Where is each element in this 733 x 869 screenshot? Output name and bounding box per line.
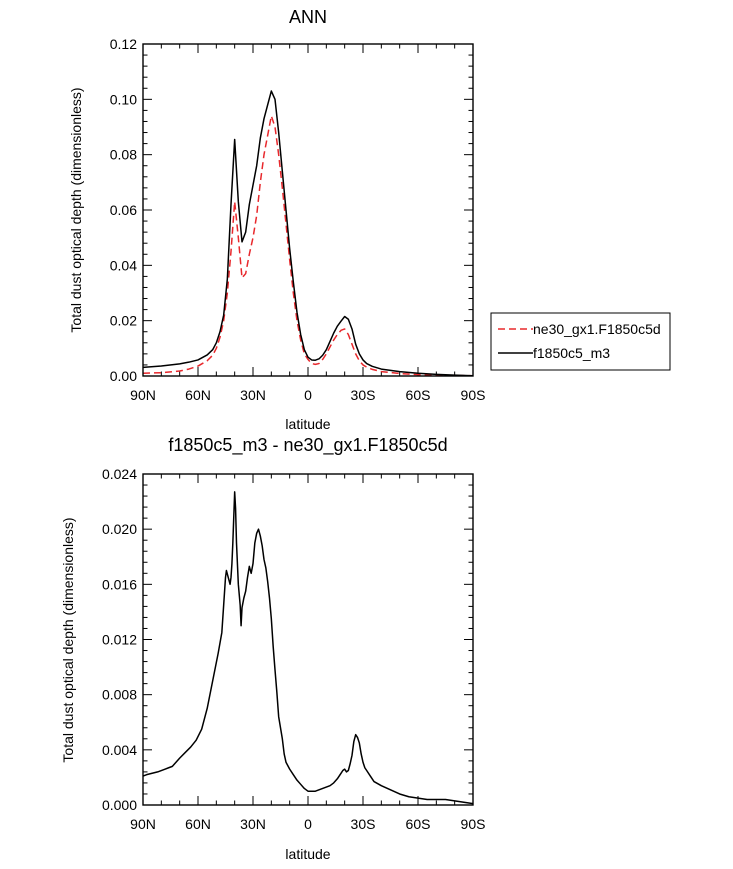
top-y-tick-label: 0.00 bbox=[110, 368, 137, 384]
bottom-x-tick-label: 90N bbox=[130, 816, 156, 832]
bottom-y-tick-label: 0.016 bbox=[102, 576, 137, 592]
bottom-x-tick-label: 30N bbox=[240, 816, 266, 832]
top-y-tick-label: 0.12 bbox=[110, 36, 137, 52]
bottom-x-tick-label: 60N bbox=[185, 816, 211, 832]
top-y-tick-label: 0.10 bbox=[110, 91, 137, 107]
bottom-panel-x-axis-label: latitude bbox=[285, 846, 330, 862]
top-x-tick-label: 30S bbox=[351, 387, 376, 403]
bottom-y-tick-label: 0.004 bbox=[102, 742, 137, 758]
bottom-panel-frame bbox=[142, 473, 474, 806]
top-y-tick-label: 0.06 bbox=[110, 202, 137, 218]
top-y-tick-label: 0.04 bbox=[110, 257, 137, 273]
bottom-y-tick-label: 0.012 bbox=[102, 632, 137, 648]
top-panel-x-axis-label: latitude bbox=[285, 416, 330, 432]
bottom-panel-series bbox=[142, 491, 474, 805]
top-x-tick-label: 0 bbox=[304, 387, 312, 403]
bottom-x-tick-label: 0 bbox=[304, 816, 312, 832]
top-x-tick-label: 60S bbox=[406, 387, 431, 403]
legend-box bbox=[490, 312, 671, 371]
top-x-tick-label: 60N bbox=[185, 387, 211, 403]
bottom-panel-y-axis-label: Total dust optical depth (dimensionless) bbox=[60, 517, 76, 762]
bottom-y-tick-label: 0.008 bbox=[102, 687, 137, 703]
top-y-tick-label: 0.02 bbox=[110, 313, 137, 329]
top-panel: ANN 90N 60N 30N 0 30S 60S 90S 0.00 0.02 0.04 0.06 0… bbox=[68, 7, 485, 432]
bottom-x-tick-label: 90S bbox=[461, 816, 486, 832]
top-panel-tick-labels: 90N 60N 30N 0 30S 60S 90S 0.00 0.02 0.04 0.06 0.08 0… bbox=[110, 36, 486, 403]
bottom-panel: f1850c5_m3 - ne30_gx1.F1850c5d 90N 60N 30N… bbox=[60, 435, 485, 862]
bottom-series-line-f1850c5-m3-ne30-gx1-f1850c5d bbox=[142, 491, 474, 805]
top-y-tick-label: 0.08 bbox=[110, 147, 137, 163]
bottom-y-tick-label: 0.020 bbox=[102, 521, 137, 537]
top-panel-frame bbox=[142, 43, 474, 377]
bottom-y-tick-label: 0.024 bbox=[102, 466, 137, 482]
top-x-tick-label: 90S bbox=[461, 387, 486, 403]
legend-label-f1850c5-m3: f1850c5_m3 bbox=[533, 345, 610, 361]
bottom-x-tick-label: 30S bbox=[351, 816, 376, 832]
bottom-x-tick-label: 60S bbox=[406, 816, 431, 832]
top-panel-series bbox=[142, 90, 474, 377]
top-x-tick-label: 90N bbox=[130, 387, 156, 403]
top-series-line-ne30-gx1-f1850c5d bbox=[142, 115, 474, 377]
top-panel-ticks bbox=[142, 43, 474, 377]
top-series-line-f1850c5-m3 bbox=[142, 90, 474, 377]
bottom-y-tick-label: 0.000 bbox=[102, 797, 137, 813]
top-panel-y-axis-label: Total dust optical depth (dimensionless) bbox=[68, 87, 84, 332]
legend: ne30_gx1.F1850c5d f1850c5_m3 bbox=[490, 312, 671, 371]
bottom-panel-ticks bbox=[142, 473, 474, 806]
bottom-panel-title: f1850c5_m3 - ne30_gx1.F1850c5d bbox=[168, 435, 447, 456]
top-panel-title: ANN bbox=[289, 7, 327, 27]
top-x-tick-label: 30N bbox=[240, 387, 266, 403]
legend-label-ne30: ne30_gx1.F1850c5d bbox=[533, 321, 661, 337]
bottom-panel-tick-labels: 90N 60N 30N 0 30S 60S 90S 0.000 0.004 0.008 0.012 0… bbox=[102, 466, 486, 832]
